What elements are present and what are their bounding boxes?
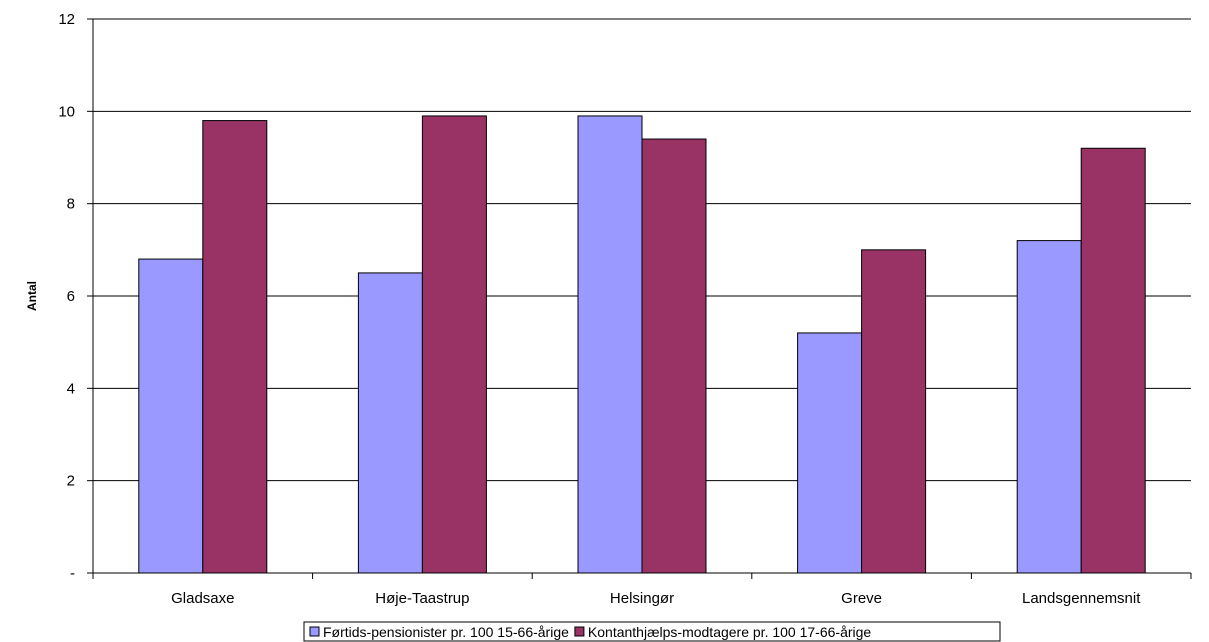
legend-label: Kontanthjælps-modtagere pr. 100 17-66-år… xyxy=(588,624,872,640)
y-tick-label: 2 xyxy=(67,473,75,490)
bar xyxy=(1080,147,1146,574)
bar xyxy=(357,272,423,574)
legend-label: Førtids-pensionister pr. 100 15-66-årige xyxy=(323,624,569,640)
y-tick-label: 12 xyxy=(58,11,75,28)
bar xyxy=(797,332,863,574)
y-axis-title: Antal xyxy=(25,281,39,311)
x-tick-label: Helsingør xyxy=(610,590,674,607)
x-tick-labels: Gladsaxe Høje-Taastrup Helsingør Greve Lands… xyxy=(171,590,1141,607)
bar xyxy=(421,115,487,574)
bar xyxy=(861,249,927,574)
x-tick-label: Landsgennemsnit xyxy=(1022,590,1141,607)
y-tick-label: 10 xyxy=(58,103,75,120)
bar xyxy=(202,120,268,574)
bars xyxy=(138,115,1146,574)
y-tick-label: 6 xyxy=(67,288,75,305)
x-tick-label: Gladsaxe xyxy=(171,590,234,607)
axes xyxy=(87,18,1192,579)
bar xyxy=(1016,240,1082,574)
y-tick-label: 4 xyxy=(67,380,75,397)
y-tick-labels: - 2 4 6 8 10 12 xyxy=(58,11,75,582)
x-tick-label: Greve xyxy=(841,590,882,607)
legend: Førtids-pensionister pr. 100 15-66-årige… xyxy=(303,621,1001,642)
legend-swatch xyxy=(309,626,320,637)
y-tick-label: - xyxy=(70,565,75,582)
legend-swatch xyxy=(574,626,585,637)
x-tick-label: Høje-Taastrup xyxy=(375,590,469,607)
y-tick-label: 8 xyxy=(67,196,75,213)
bar xyxy=(641,138,707,574)
bar xyxy=(577,115,643,574)
bar xyxy=(138,258,204,574)
legend-box xyxy=(303,621,1001,642)
